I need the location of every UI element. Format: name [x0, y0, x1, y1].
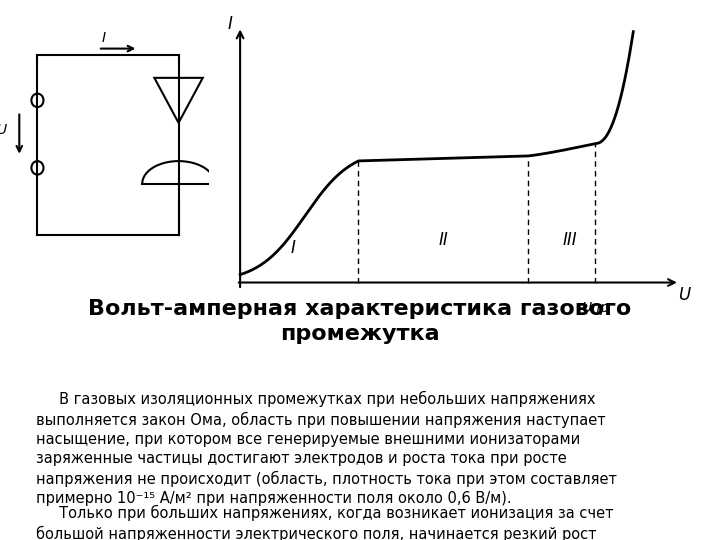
- Text: U: U: [678, 286, 690, 304]
- Text: II: II: [438, 231, 448, 249]
- Text: Uпр: Uпр: [581, 301, 609, 315]
- Text: Вольт-амперная характеристика газового
промежутка: Вольт-амперная характеристика газового п…: [89, 299, 631, 344]
- Text: В газовых изоляционных промежутках при небольших напряжениях
выполняется закон О: В газовых изоляционных промежутках при н…: [36, 391, 617, 506]
- Text: U: U: [0, 123, 6, 137]
- Text: III: III: [562, 231, 577, 249]
- Text: I: I: [227, 15, 232, 33]
- Text: Только при больших напряжениях, когда возникает ионизация за счет
большой напряж: Только при больших напряжениях, когда во…: [36, 505, 613, 540]
- Text: I: I: [291, 239, 296, 256]
- Text: I: I: [102, 31, 106, 45]
